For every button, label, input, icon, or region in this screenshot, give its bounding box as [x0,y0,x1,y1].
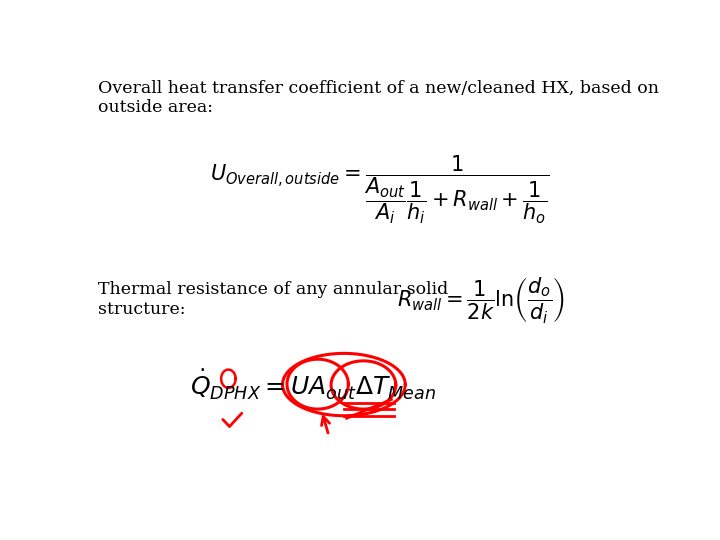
Text: $\dot{Q}_{DPHX} = UA_{out}\Delta T_{Mean}$: $\dot{Q}_{DPHX} = UA_{out}\Delta T_{Mean… [190,368,436,402]
Text: $R_{wall} = \dfrac{1}{2k}\ln\!\left(\dfrac{d_o}{d_i}\right)$: $R_{wall} = \dfrac{1}{2k}\ln\!\left(\dfr… [397,275,564,325]
Text: Overall heat transfer coefficient of a new/cleaned HX, based on
outside area:: Overall heat transfer coefficient of a n… [99,79,660,116]
Text: $U_{Overall,outside} = \dfrac{1}{\dfrac{A_{out}}{A_i}\dfrac{1}{h_i} + R_{wall} +: $U_{Overall,outside} = \dfrac{1}{\dfrac{… [210,153,550,226]
Text: Thermal resistance of any annular solid
structure:: Thermal resistance of any annular solid … [99,281,449,318]
